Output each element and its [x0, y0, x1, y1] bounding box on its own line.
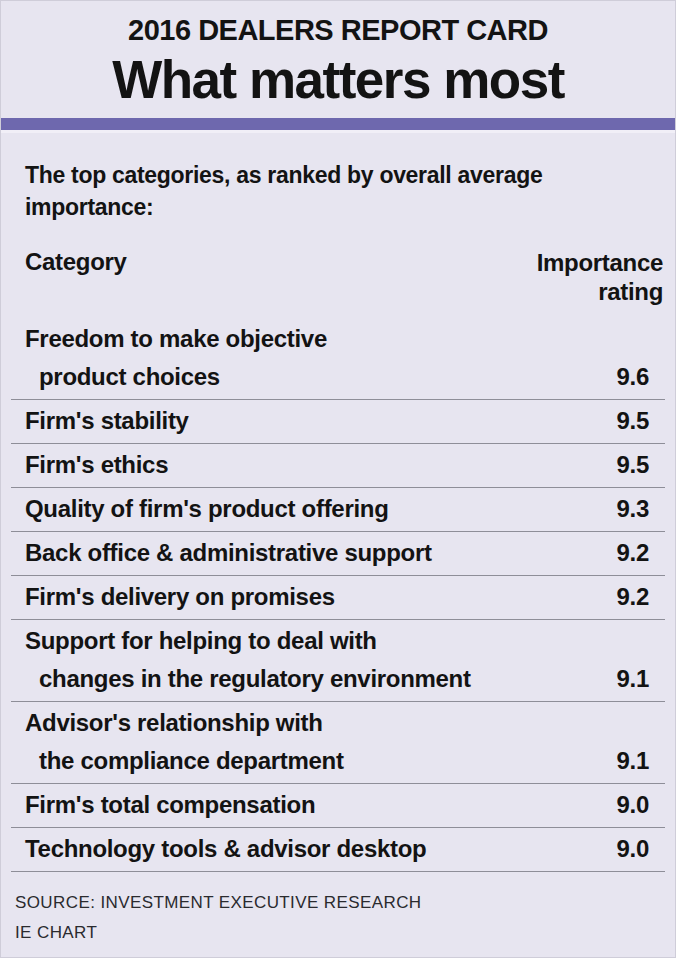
table-row: Advisor's relationship withthe complianc…	[11, 702, 665, 784]
column-header-rating: Importance rating	[537, 248, 663, 307]
category-label-line: Firm's stability	[25, 402, 189, 440]
rating-value: 9.0	[617, 786, 663, 824]
category-label: Technology tools & advisor desktop	[25, 830, 426, 868]
category-label-line: Freedom to make objective	[25, 320, 327, 358]
table-row: Freedom to make objectiveproduct choices…	[11, 318, 665, 400]
ratings-table: Category Importance rating Freedom to ma…	[11, 244, 665, 873]
category-label: Back office & administrative support	[25, 534, 432, 572]
table-row: Support for helping to deal withchanges …	[11, 620, 665, 702]
category-label-line: the compliance department	[25, 742, 344, 780]
footer: SOURCE: INVESTMENT EXECUTIVE RESEARCH IE…	[15, 888, 651, 948]
page-title: What matters most	[1, 51, 675, 108]
table-row: Technology tools & advisor desktop 9.0	[11, 828, 665, 872]
category-label-line: Firm's total compensation	[25, 786, 315, 824]
category-label-line: Back office & administrative support	[25, 534, 432, 572]
accent-bar	[1, 118, 675, 133]
table-row: Firm's delivery on promises 9.2	[11, 576, 665, 620]
column-header-category: Category	[25, 248, 127, 276]
rating-value: 9.6	[617, 358, 663, 396]
category-label: Firm's stability	[25, 402, 189, 440]
category-label-line: product choices	[25, 358, 327, 396]
credit-line: IE CHART	[15, 918, 651, 948]
category-label-line: Technology tools & advisor desktop	[25, 830, 426, 868]
category-label-line: Firm's ethics	[25, 446, 168, 484]
table-row: Firm's ethics 9.5	[11, 444, 665, 488]
category-label: Firm's total compensation	[25, 786, 315, 824]
category-label-line: changes in the regulatory environment	[25, 660, 471, 698]
report-kicker: 2016 DEALERS REPORT CARD	[1, 14, 675, 47]
rating-value: 9.0	[617, 830, 663, 868]
category-label: Firm's delivery on promises	[25, 578, 335, 616]
rating-value: 9.1	[617, 660, 663, 698]
rating-value: 9.5	[617, 446, 663, 484]
category-label: Freedom to make objectiveproduct choices	[25, 320, 327, 396]
category-label-line: Firm's delivery on promises	[25, 578, 335, 616]
table-row: Firm's stability 9.5	[11, 400, 665, 444]
category-label: Firm's ethics	[25, 446, 168, 484]
category-label-line: Support for helping to deal with	[25, 622, 471, 660]
category-label: Quality of firm's product offering	[25, 490, 389, 528]
category-label: Advisor's relationship withthe complianc…	[25, 704, 344, 780]
rating-value: 9.5	[617, 402, 663, 440]
column-header-rating-line1: Importance	[537, 248, 663, 277]
category-label-line: Quality of firm's product offering	[25, 490, 389, 528]
rating-value: 9.2	[617, 534, 663, 572]
column-header-rating-line2: rating	[537, 277, 663, 306]
rating-value: 9.3	[617, 490, 663, 528]
table-row: Quality of firm's product offering 9.3	[11, 488, 665, 532]
rating-value: 9.1	[617, 742, 663, 780]
infographic-card: 2016 DEALERS REPORT CARD What matters mo…	[0, 0, 676, 958]
source-line: SOURCE: INVESTMENT EXECUTIVE RESEARCH	[15, 888, 651, 918]
category-label-line: Advisor's relationship with	[25, 704, 344, 742]
intro-text: The top categories, as ranked by overall…	[25, 159, 585, 224]
table-row: Firm's total compensation 9.0	[11, 784, 665, 828]
category-label: Support for helping to deal withchanges …	[25, 622, 471, 698]
table-row: Back office & administrative support 9.2	[11, 532, 665, 576]
table-header: Category Importance rating	[11, 244, 665, 319]
masthead: 2016 DEALERS REPORT CARD What matters mo…	[1, 1, 675, 109]
rating-value: 9.2	[617, 578, 663, 616]
